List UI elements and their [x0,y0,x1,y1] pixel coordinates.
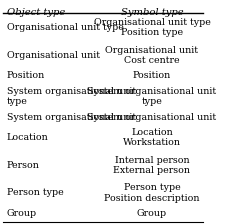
Text: System organisational unit
type: System organisational unit type [7,87,136,106]
Text: Position type: Position type [121,28,183,37]
Text: Position description: Position description [104,194,200,202]
Text: Position: Position [7,71,45,80]
Text: Group: Group [137,209,167,218]
Text: System organisational unit: System organisational unit [7,113,136,122]
Text: Organisational unit: Organisational unit [106,46,198,55]
Text: Internal person: Internal person [115,156,189,165]
Text: Organisational unit: Organisational unit [7,51,100,60]
Text: System organisational unit: System organisational unit [87,113,216,122]
Text: System organisational unit
type: System organisational unit type [87,87,216,106]
Text: Person type: Person type [124,183,180,192]
Text: Position: Position [133,71,171,80]
Text: Person type: Person type [7,188,64,197]
Text: Cost centre: Cost centre [124,56,180,65]
Text: Workstation: Workstation [123,138,181,147]
Text: Person: Person [7,161,40,170]
Text: Object type: Object type [7,8,65,17]
Text: Location: Location [7,133,49,142]
Text: Organisational unit type: Organisational unit type [94,18,210,27]
Text: Group: Group [7,209,37,218]
Text: Organisational unit type: Organisational unit type [7,23,124,32]
Text: External person: External person [113,166,190,175]
Text: Symbol type: Symbol type [121,8,183,17]
Text: Location: Location [131,128,173,137]
